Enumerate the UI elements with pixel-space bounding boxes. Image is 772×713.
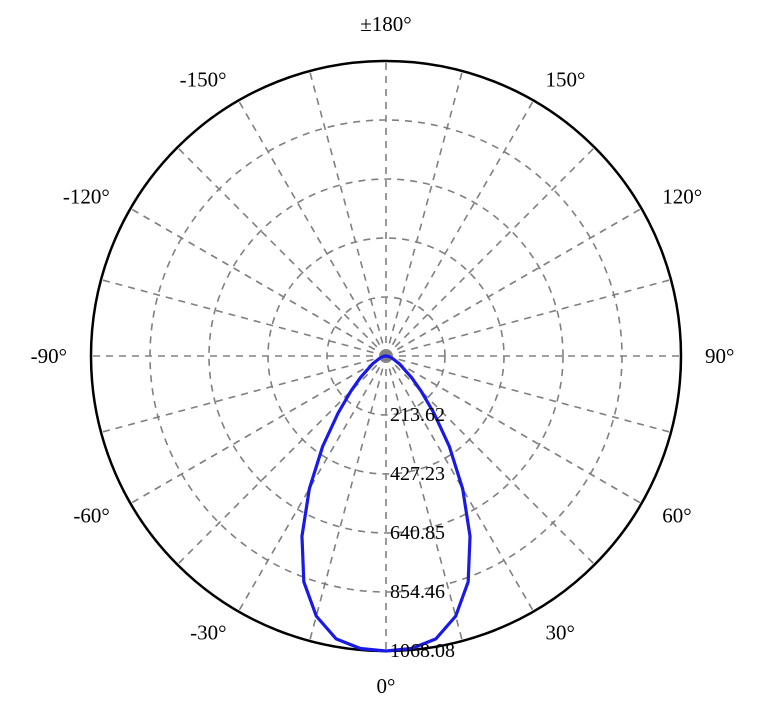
angle-label: -90° — [31, 344, 67, 368]
radial-tick-label: 1068.08 — [390, 640, 455, 662]
radial-tick-labels: 213.62 427.23 640.85 854.46 1068.08 — [390, 404, 455, 662]
grid-spoke — [101, 280, 386, 356]
radial-tick-label: 854.46 — [390, 581, 445, 603]
radial-tick-label: 213.62 — [390, 404, 445, 426]
angle-label: 60° — [662, 504, 691, 528]
grid-spoke — [131, 209, 386, 357]
angle-label: 150° — [546, 68, 586, 92]
angle-label: -150° — [180, 68, 227, 92]
polar-chart: 213.62 427.23 640.85 854.46 1068.08 ±180° 150°… — [0, 0, 772, 713]
angle-label: 0° — [377, 674, 396, 698]
grid-spoke — [310, 71, 386, 356]
angle-label: ±180° — [360, 12, 411, 36]
grid-spoke — [386, 280, 671, 356]
grid-spoke — [239, 101, 387, 356]
angle-label: 120° — [662, 185, 702, 209]
grid-spoke — [386, 71, 462, 356]
grid-spoke — [177, 147, 386, 356]
angle-label: 90° — [705, 344, 734, 368]
grid-spoke — [386, 147, 595, 356]
radial-tick-label: 640.85 — [390, 522, 445, 544]
angle-label: 30° — [546, 620, 575, 644]
angle-label: -120° — [63, 185, 110, 209]
grid-spoke — [101, 356, 386, 432]
radial-tick-label: 427.23 — [390, 463, 445, 485]
angle-label: -30° — [190, 620, 226, 644]
grid-spoke — [131, 356, 386, 504]
grid-spoke — [386, 209, 641, 357]
angle-label: -60° — [73, 504, 109, 528]
grid-spoke — [386, 101, 534, 356]
